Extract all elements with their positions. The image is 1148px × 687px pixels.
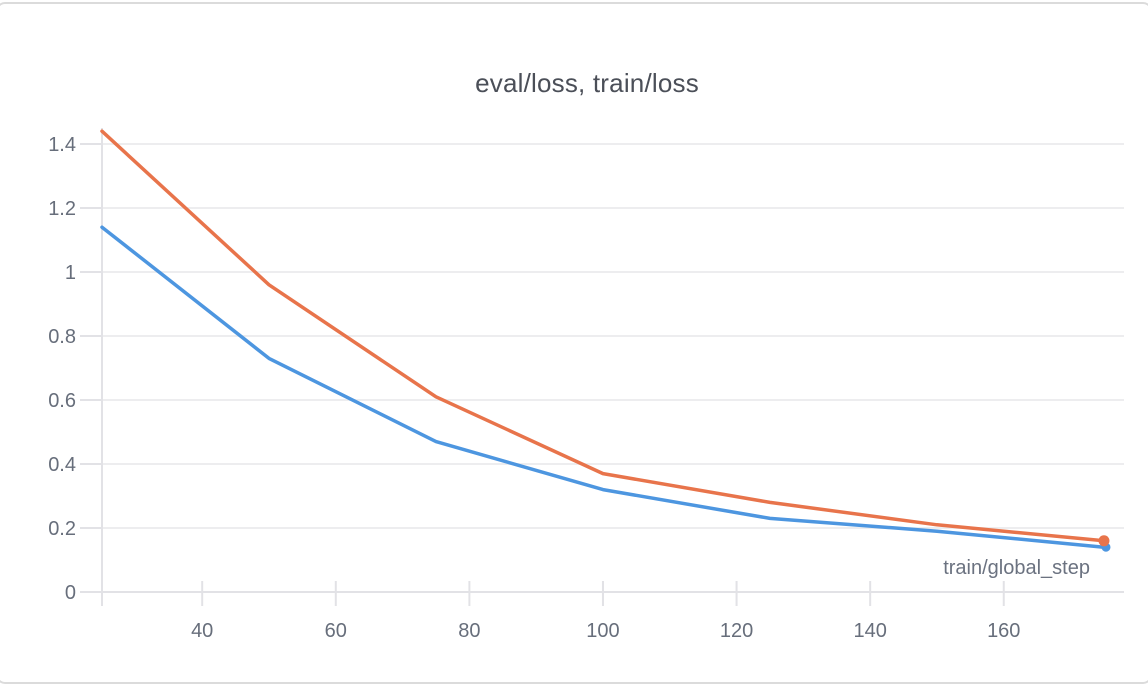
y-tick-label: 0.6 <box>48 390 76 412</box>
y-tick-label: 0 <box>65 582 76 604</box>
y-tick-label: 0.2 <box>48 518 76 540</box>
y-tick-label: 1.2 <box>48 198 76 220</box>
series-line-eval-loss <box>100 225 1106 549</box>
y-tick-label: 1 <box>65 262 76 284</box>
x-tick-label: 120 <box>720 620 753 642</box>
x-tick-label: 40 <box>191 620 213 642</box>
series-endpoint-train-loss <box>1098 535 1110 547</box>
x-axis-label: train/global_step <box>943 557 1090 579</box>
x-tick-label: 140 <box>853 620 886 642</box>
series-line-train-loss <box>100 129 1106 543</box>
y-tick-label: 0.4 <box>48 454 76 476</box>
x-tick-label: 60 <box>325 620 347 642</box>
x-tick-label: 80 <box>458 620 480 642</box>
x-tick-label: 100 <box>586 620 619 642</box>
chart-title: eval/loss, train/loss <box>475 68 699 98</box>
x-tick-label: 160 <box>987 620 1020 642</box>
y-tick-label: 1.4 <box>48 134 76 156</box>
y-tick-label: 0.8 <box>48 326 76 348</box>
